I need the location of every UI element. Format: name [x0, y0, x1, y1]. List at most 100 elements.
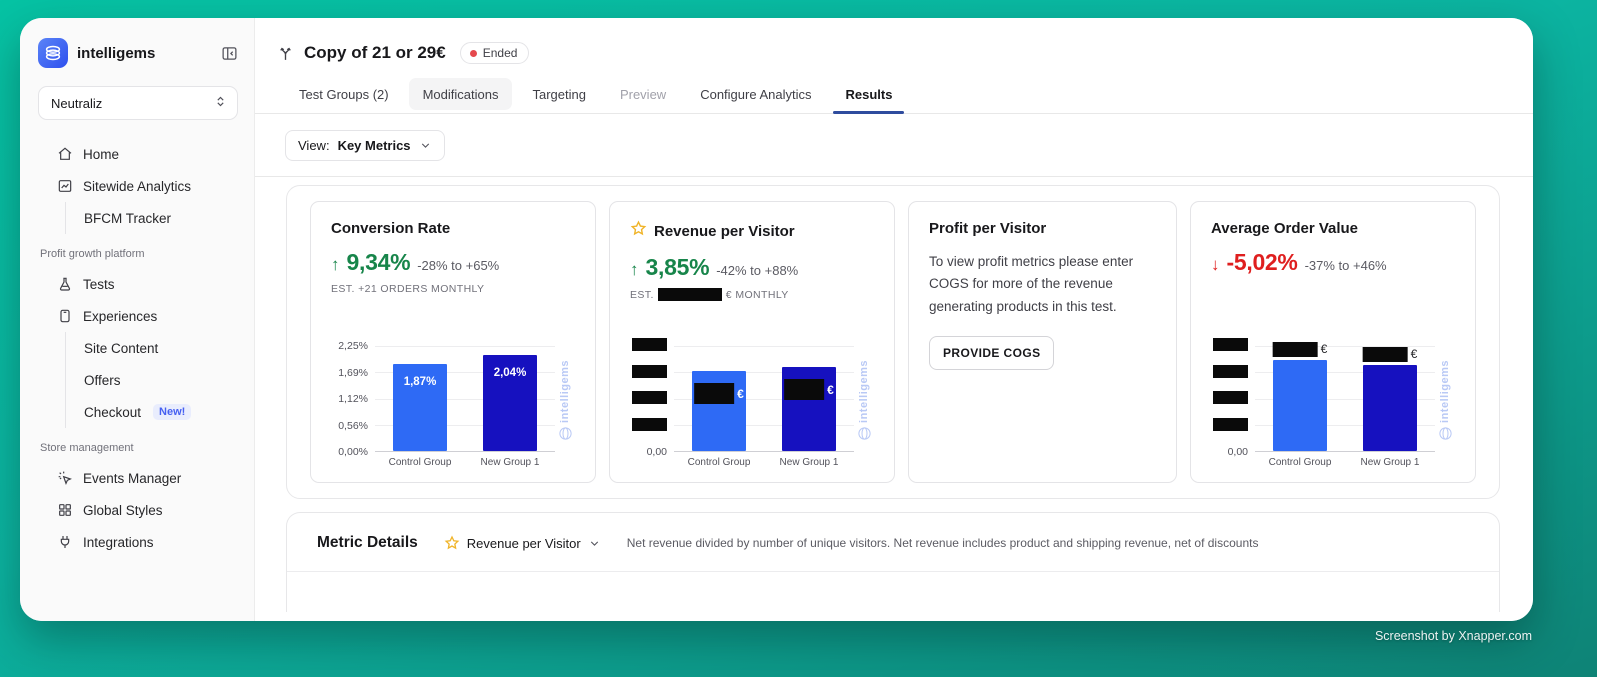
y-tick [632, 391, 667, 407]
sidebar-item-bfcm-tracker[interactable]: BFCM Tracker [66, 202, 238, 234]
x-label-new-group-1: New Group 1 [1360, 457, 1420, 468]
profit-message: To view profit metrics please enter COGS… [929, 254, 1134, 314]
metric-details-body [287, 572, 1499, 612]
bar-control-group[interactable]: € [692, 371, 746, 451]
card-conversion-rate: Conversion Rate ↑ 9,34% -28% to +65% EST… [310, 201, 596, 483]
bar-control-group[interactable]: 1,87% [393, 363, 447, 451]
gridline [375, 346, 555, 347]
sidebar-item-label: Experiences [83, 308, 158, 324]
tab-targeting[interactable]: Targeting [518, 78, 599, 110]
gridline [674, 346, 854, 347]
gridline [1255, 372, 1435, 374]
app-window: intelligems Neutraliz Home Sitewide Analy… [20, 18, 1533, 621]
watermark-text: intelligems [858, 360, 870, 423]
workspace-selector[interactable]: Neutraliz [38, 86, 238, 120]
star-icon[interactable] [630, 220, 647, 242]
sidebar-item-label: Integrations [83, 534, 154, 550]
up-arrow-icon: ↑ [630, 260, 639, 279]
view-value: Key Metrics [337, 138, 411, 153]
sidebar-item-label: Home [83, 146, 120, 162]
sidebar-item-label: BFCM Tracker [84, 210, 172, 226]
bar-value-label: € [784, 379, 834, 400]
brand-row: intelligems [38, 38, 238, 68]
sidebar-item-site-content[interactable]: Site Content [66, 332, 238, 364]
sidebar-item-home[interactable]: Home [38, 138, 238, 170]
x-label-control-group: Control Group [687, 457, 751, 468]
sidebar-item-events-manager[interactable]: Events Manager [38, 462, 238, 494]
sidebar-item-label: Offers [84, 372, 121, 388]
redacted-value [1213, 391, 1248, 404]
results-scroll-area[interactable]: Conversion Rate ↑ 9,34% -28% to +65% EST… [255, 177, 1533, 621]
metric-details-title: Metric Details [317, 534, 418, 551]
delta-value: 9,34% [346, 249, 411, 275]
sidebar-item-offers[interactable]: Offers [66, 364, 238, 396]
tab-test-groups-2[interactable]: Test Groups (2) [285, 78, 403, 110]
y-tick: 0,00% [338, 446, 368, 458]
sidebar-item-label: Global Styles [83, 502, 163, 518]
events-icon [56, 470, 73, 487]
y-tick [632, 338, 667, 354]
y-axis: 2,25% 1,69% 1,12% 0,56% 0,00% [331, 340, 375, 458]
redacted-value [632, 391, 667, 404]
bar-new-group-1[interactable]: € [782, 367, 836, 451]
metric-selector-dropdown[interactable]: Revenue per Visitor [444, 535, 601, 551]
bar-value-label: 2,04% [493, 367, 527, 380]
bar-value-label: € [1362, 346, 1418, 362]
sidebar-item-global-styles[interactable]: Global Styles [38, 494, 238, 526]
tab-preview[interactable]: Preview [606, 78, 680, 110]
sidebar-item-checkout[interactable]: Checkout New! [66, 396, 238, 428]
bar-new-group-1[interactable]: 2,04% [483, 355, 537, 451]
intelligems-watermark: intelligems [555, 360, 575, 446]
redacted-value [1213, 364, 1248, 378]
view-selector[interactable]: View: Key Metrics [285, 130, 445, 161]
y-tick [1213, 391, 1248, 407]
sidebar-section-label: Store management [40, 442, 134, 454]
currency-symbol: € [1410, 347, 1418, 362]
y-tick [632, 364, 667, 381]
redacted-value [784, 379, 825, 400]
view-toolbar: View: Key Metrics [255, 114, 1533, 176]
intelligems-watermark: intelligems [854, 360, 874, 446]
sidebar: intelligems Neutraliz Home Sitewide Analy… [20, 18, 255, 621]
y-tick: 0,00 [646, 446, 667, 458]
redacted-value [657, 288, 722, 301]
sidebar-item-integrations[interactable]: Integrations [38, 526, 238, 558]
y-tick: 2,25% [338, 340, 368, 352]
x-label-new-group-1: New Group 1 [779, 457, 839, 468]
provide-cogs-button[interactable]: PROVIDE COGS [929, 335, 1055, 370]
watermark-text: intelligems [559, 360, 571, 423]
intelligems-logo-icon [558, 426, 573, 446]
watermark-text: intelligems [1439, 360, 1451, 423]
screenshot-credit: Screenshot by Xnapper.com [1374, 629, 1532, 643]
bar-control-group[interactable] [1273, 359, 1327, 451]
bar-value-label: € [1272, 341, 1327, 357]
tab-bar: Test Groups (2) Modifications Targeting Pre… [255, 76, 1533, 114]
gridline [375, 398, 555, 400]
tab-label: Configure Analytics [700, 86, 812, 102]
sidebar-item-sitewide-analytics[interactable]: Sitewide Analytics [38, 170, 238, 202]
sidebar-item-tests[interactable]: Tests [38, 268, 238, 300]
x-axis: Control Group New Group 1 [1255, 457, 1435, 468]
tab-configure-analytics[interactable]: Configure Analytics [686, 78, 825, 110]
collapse-sidebar-icon[interactable] [221, 45, 238, 62]
workspace-name: Neutraliz [51, 95, 103, 111]
y-tick: 0,56% [338, 419, 368, 432]
tab-label: Test Groups (2) [299, 86, 389, 102]
card-title: Profit per Visitor [929, 220, 1047, 237]
tab-modifications[interactable]: Modifications [408, 78, 513, 110]
y-tick: 0,00 [1227, 446, 1248, 458]
gridline [375, 424, 555, 426]
status-dot-icon [469, 49, 477, 57]
delta-range: -37% to +46% [1304, 258, 1387, 273]
tab-results[interactable]: Results [831, 78, 906, 114]
intelligems-logo-icon [1438, 426, 1453, 446]
sidebar-item-label: Checkout [84, 404, 142, 420]
y-tick [1213, 364, 1248, 381]
redacted-value [632, 338, 667, 351]
x-axis: Control Group New Group 1 [375, 457, 555, 468]
page-header: Copy of 21 or 29€ Ended [255, 18, 1533, 76]
sidebar-item-experiences[interactable]: Experiences [38, 300, 238, 332]
bar-new-group-1[interactable] [1363, 364, 1417, 451]
estimate-line: EST. € MONTHLY [630, 288, 789, 301]
delta-value: 3,85% [645, 254, 710, 280]
